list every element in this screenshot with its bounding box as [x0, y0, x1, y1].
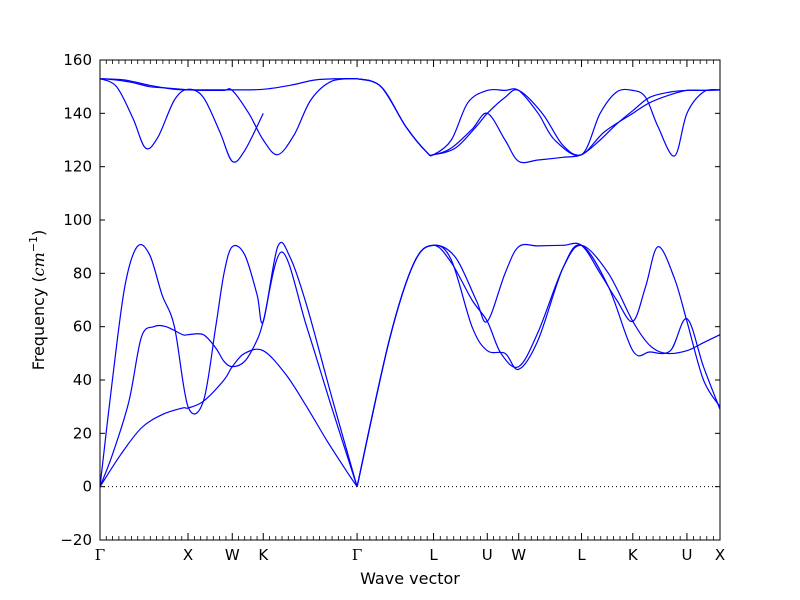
x-tick-label: K: [258, 546, 269, 564]
band-line-9: [100, 78, 358, 156]
y-tick-label: 100: [63, 211, 92, 229]
x-tick-label: K: [628, 546, 639, 564]
y-tick-label: 60: [73, 318, 92, 336]
y-tick-label: 0: [82, 478, 92, 496]
y-axis-label-exponent: −1: [27, 236, 40, 252]
x-tick-label: U: [681, 546, 692, 564]
y-ticks: −20 0 20 40 60 80 100 120 140 160: [60, 51, 720, 549]
x-tick-label: Γ: [352, 546, 362, 564]
band-line-6: [356, 242, 720, 487]
y-axis-label: Frequency (cm−1): [27, 230, 48, 371]
y-tick-label: 160: [63, 51, 92, 69]
series-layer: [100, 77, 720, 488]
band-line-8: [100, 78, 264, 163]
x-tick-label: X: [183, 546, 193, 564]
y-tick-label: 140: [63, 104, 92, 122]
y-tick-label: 40: [73, 371, 92, 389]
band-line-2: [100, 251, 358, 487]
y-tick-label: −20: [60, 531, 92, 549]
band-line-11: [356, 78, 720, 157]
y-tick-label: 80: [73, 264, 92, 282]
y-tick-label: 120: [63, 158, 92, 176]
x-tick-label: L: [429, 546, 438, 564]
x-axis-label: Wave vector: [360, 569, 460, 588]
x-tick-label: W: [511, 546, 526, 564]
x-tick-label: Γ: [95, 546, 105, 564]
y-axis-label-unit: cm: [29, 252, 48, 276]
band-line-3: [100, 241, 358, 487]
y-axis-label-close: ): [29, 230, 48, 236]
y-tick-label: 20: [73, 424, 92, 442]
y-axis-label-text: Frequency (: [29, 276, 48, 370]
x-tick-label: W: [225, 546, 240, 564]
x-tick-label: X: [715, 546, 725, 564]
x-tick-label: L: [577, 546, 586, 564]
x-tick-label: U: [482, 546, 493, 564]
band-line-12: [356, 78, 720, 156]
plot-frame: [99, 59, 721, 541]
band-line-1: [100, 348, 358, 488]
